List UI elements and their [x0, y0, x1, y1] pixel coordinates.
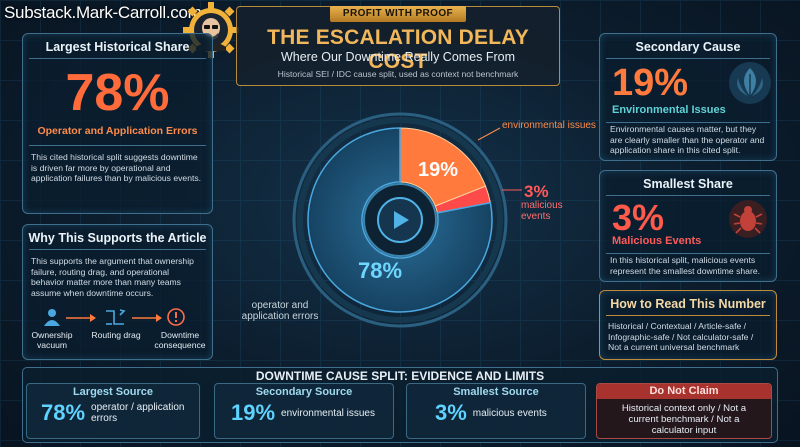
routing-icon [106, 309, 126, 325]
card-desc: malicious events [472, 407, 547, 419]
banner-note: Historical SEI / IDC cause split, used a… [277, 69, 519, 79]
card-desc: Historical context only / Not a current … [621, 403, 747, 436]
flow-label-ownership: Ownership vacuum [31, 330, 73, 350]
largest-share-text: This cited historical split suggests dow… [31, 152, 202, 184]
annotation-leaders [477, 127, 522, 191]
page-title: THE ESCALATION DELAY COST [267, 26, 529, 73]
secondary-cause-label: Environmental Issues [612, 104, 726, 116]
annotation-malicious: malicious events [521, 200, 563, 222]
secondary-cause-panel: Secondary Cause 19% Environmental Issues… [599, 33, 777, 161]
slice-operator [307, 127, 493, 313]
brand-link[interactable]: Substack.Mark-Carroll.com [4, 3, 202, 22]
flow-diagram [44, 308, 185, 326]
panel-title: How to Read This Number [610, 297, 766, 311]
panel-title: Why This Supports the Article [28, 231, 207, 245]
how-to-read-panel: How to Read This Number Historical / Con… [599, 290, 777, 360]
page-subtitle: Where Our Downtime Really Comes From [280, 50, 516, 64]
card-value: 19% [231, 400, 276, 425]
annotation-malicious-value: 3% [524, 182, 549, 201]
section-title: DOWNTIME CAUSE SPLIT: EVIDENCE AND LIMIT… [255, 369, 545, 383]
card-desc: operator / application errors [91, 402, 185, 424]
how-to-read-text: Historical / Contextual / Article-safe /… [608, 321, 754, 353]
panel-title: Secondary Cause [635, 40, 741, 54]
card-largest-source: Largest Source 78% operator / applicatio… [26, 383, 200, 439]
largest-share-label: Operator and Application Errors [37, 125, 198, 137]
smallest-share-text: In this historical split, malicious even… [610, 255, 760, 276]
card-desc: environmental issues [281, 407, 375, 419]
card-smallest-source: Smallest Source 3% malicious events [406, 383, 586, 439]
play-icon [394, 211, 409, 229]
card-value: 3% [435, 400, 467, 425]
slice-label-operator: 78% [358, 258, 402, 283]
flow-label-consequence: Downtime consequence [154, 330, 206, 350]
largest-share-panel: Largest Historical Share 78% Operator an… [22, 33, 213, 214]
person-icon [44, 309, 60, 326]
panel-title: Largest Historical Share [45, 40, 190, 54]
annotation-operator: operator and application errors [241, 300, 319, 322]
downtime-cause-chart: 78% 19% [292, 112, 508, 328]
leaf-icon [729, 62, 771, 104]
card-value: 78% [41, 400, 86, 425]
flow-label-routing: Routing drag [91, 330, 141, 340]
card-do-not-claim: Do Not Claim Historical context only / N… [596, 383, 772, 439]
panel-title: Smallest Share [643, 177, 733, 191]
card-title: Secondary Source [255, 386, 353, 398]
card-title: Do Not Claim [597, 384, 771, 399]
card-title: Smallest Source [453, 386, 539, 398]
slice-environmental [399, 127, 487, 207]
smallest-share-label: Malicious Events [612, 235, 702, 247]
secondary-cause-text: Environmental causes matter, but they ar… [610, 124, 765, 156]
secondary-cause-value: 19% [612, 62, 689, 104]
banner-ribbon: PROFIT WITH PROOF [330, 6, 466, 22]
bug-icon [729, 200, 767, 238]
largest-share-value: 78% [65, 64, 170, 122]
smallest-share-panel: Smallest Share 3% Malicious Events In th… [599, 170, 777, 282]
smallest-share-value: 3% [612, 197, 665, 238]
card-secondary-source: Secondary Source 19% environmental issue… [214, 383, 394, 439]
card-title: Largest Source [72, 386, 154, 398]
why-supports-panel: Why This Supports the Article This suppo… [22, 224, 213, 360]
slice-label-environmental: 19% [418, 159, 458, 181]
alert-icon [167, 308, 185, 326]
annotation-environmental: environmental issues [502, 120, 596, 131]
why-supports-text: This supports the argument that ownershi… [31, 256, 194, 298]
